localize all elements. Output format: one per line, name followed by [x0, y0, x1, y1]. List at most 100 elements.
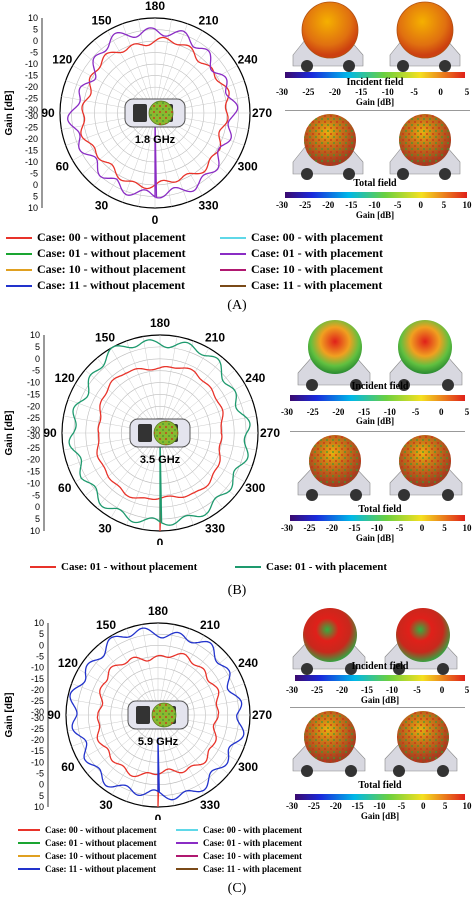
radial-tick-label: -30 — [25, 111, 38, 121]
angle-tick-label: 0 — [152, 213, 159, 225]
radial-tick-label: -15 — [27, 389, 40, 399]
angle-tick-label: 240 — [238, 53, 258, 67]
angle-tick-label: 270 — [260, 426, 280, 440]
panel-b: 10 10 5 5 0 0 -5 -5 -10 -10 -15 -15 -20 -20 -25 -25 -30-… — [0, 315, 474, 605]
legend-item: Case: 00 - without placement — [18, 825, 157, 835]
legend-item: Case: 11 - without placement — [18, 864, 156, 874]
radial-tick-label: 10 — [30, 330, 40, 340]
radial-tick-label: 5 — [33, 25, 38, 35]
radial-tick-label: -25 — [27, 413, 40, 423]
total-field-label-b: Total field — [358, 504, 402, 515]
radial-tick-label: 10 — [30, 526, 40, 536]
colorbar-tick-label: -5 — [397, 801, 406, 811]
car-image-b-right — [389, 320, 463, 391]
angle-tick-label: 0 — [155, 812, 162, 820]
legend-label: Case: 10 - without placement — [45, 851, 157, 861]
radial-tick-label: -30 — [27, 425, 40, 435]
colorbar-tick-label: -15 — [348, 523, 361, 533]
angle-tick-label: 300 — [238, 160, 258, 174]
polar-spoke — [142, 336, 161, 434]
car-image-left — [292, 1, 364, 72]
legend-label: Case: 10 - with placement — [203, 851, 302, 861]
car-top-view-icon — [124, 98, 186, 128]
total-field-label-c: Total field — [358, 780, 402, 791]
angle-tick-label: 210 — [200, 618, 220, 632]
colorbar-tick-label: -30 — [286, 685, 298, 695]
radial-tick-label: -20 — [25, 134, 38, 144]
colorbar-tick-label: -20 — [336, 685, 348, 695]
caption-a: (A) — [227, 298, 247, 313]
angle-tick-label: 90 — [41, 106, 55, 120]
colorbar-tick-label: -15 — [351, 801, 364, 811]
colorbar-tick-label: -25 — [303, 523, 316, 533]
radial-tick-label: 0 — [39, 640, 44, 650]
frequency-label: 3.5 GHz — [140, 454, 181, 466]
gain-unit-a1: Gain [dB] — [355, 97, 395, 107]
colorbar-ticks-total-a: -30 -25 -20 -15 -10 -5 0 5 10 — [276, 200, 472, 212]
angle-tick-label: 180 — [145, 0, 165, 13]
total-field-label-a: Total field — [353, 178, 397, 189]
radial-tick-label: 0 — [35, 502, 40, 512]
polar-spoke — [159, 336, 178, 434]
y-axis-label: Gain [dB] — [4, 411, 15, 456]
radial-tick-label: -15 — [27, 467, 40, 477]
polar-spoke — [157, 624, 175, 716]
colorbar-tick-label: 10 — [462, 801, 472, 811]
colorbar-ticks-incident-c: -30 -25 -20 -15 -10 -5 0 5 — [286, 685, 469, 697]
radial-tick-label: -10 — [25, 59, 38, 69]
radial-tick-label: -25 — [31, 724, 44, 734]
angle-tick-label: 240 — [238, 656, 258, 670]
angle-tick-label: 300 — [238, 760, 258, 774]
radial-tick-label: -30 — [31, 713, 44, 723]
angle-tick-label: 180 — [148, 605, 168, 618]
legend-item: Case: 10 - without placement — [18, 851, 157, 861]
colorbar-tick-label: -30 — [281, 523, 293, 533]
colorbar-tick-label: -25 — [307, 801, 320, 811]
panel-c: 10 10 5 5 0 0 -5 -5 -10 -10 -15 -15 -20 -20 -25 -25 -30-… — [0, 605, 474, 901]
radial-tick-label: 5 — [35, 514, 40, 524]
angle-tick-label: 90 — [43, 426, 57, 440]
colorbar-tick-label: -30 — [281, 407, 293, 417]
legend-swatch — [220, 284, 246, 287]
incident-field-a — [285, 0, 470, 112]
polar-spoke — [126, 340, 161, 434]
colorbar-incident-a — [285, 72, 465, 78]
angle-tick-label: 240 — [245, 371, 265, 385]
car-image-b-left — [297, 320, 371, 391]
legend-label: Case: 01 - with placement — [266, 561, 387, 573]
series-line-case-01-with-placement — [67, 27, 239, 199]
car-top-view-icon — [127, 700, 189, 730]
colorbar-tick-label: 0 — [419, 523, 425, 533]
angle-tick-label: 30 — [99, 798, 113, 812]
legend-swatch — [18, 829, 40, 831]
angle-tick-label: 330 — [205, 521, 225, 535]
legend-swatch — [220, 252, 246, 255]
colorbar-tick-label: -15 — [358, 407, 371, 417]
radial-tick-label: 0 — [33, 180, 38, 190]
legend-swatch — [6, 268, 32, 271]
legend-label: Case: 10 - without placement — [37, 262, 186, 276]
legend-item: Case: 01 - without placement — [30, 561, 197, 573]
legend-swatch — [176, 842, 198, 844]
legend-label: Case: 01 - without placement — [45, 838, 157, 848]
car-image-b-total-right — [389, 435, 463, 501]
polar-spoke — [122, 112, 156, 203]
polar-spoke — [159, 432, 178, 530]
radial-tick-label: -5 — [36, 652, 44, 662]
colorbar-tick-label: 5 — [464, 407, 470, 417]
angle-tick-label: 120 — [58, 656, 78, 670]
polar-spoke — [154, 112, 188, 203]
legend-item: Case: 01 - with placement — [220, 246, 383, 261]
caption-c: (C) — [227, 881, 247, 896]
legend-swatch — [176, 829, 198, 831]
radial-tick-label: 10 — [28, 203, 38, 213]
radial-tick-label: -25 — [31, 696, 44, 706]
radial-tick-label: -20 — [25, 82, 38, 92]
angle-tick-label: 60 — [61, 760, 75, 774]
colorbar-tick-label: -30 — [276, 200, 288, 210]
radial-tick-label: 0 — [33, 36, 38, 46]
colorbar-tick-label: -25 — [299, 200, 312, 210]
polar-spoke — [154, 23, 188, 114]
radial-tick-label: -20 — [31, 685, 44, 695]
angle-tick-label: 270 — [252, 106, 272, 120]
